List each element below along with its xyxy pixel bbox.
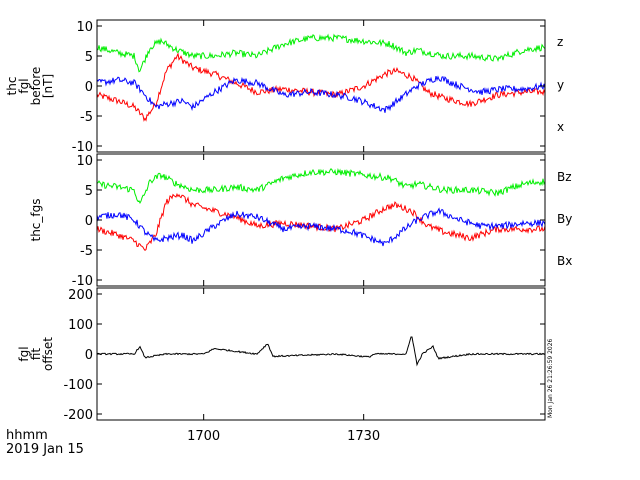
panel-thc-fgs: -10 -5 0 5 10 thc_fgs Bz By Bx xyxy=(29,153,572,289)
series-line-bz xyxy=(96,192,546,251)
y-axis-label-line: thc xyxy=(5,77,19,96)
y-tick-label: -5 xyxy=(80,244,93,259)
y-tick-label: 0 xyxy=(85,80,93,95)
y-axis-label-line: offset xyxy=(41,337,55,371)
y-tick-label: 5 xyxy=(85,50,93,65)
y-tick-label: 10 xyxy=(76,154,93,169)
x-tick-label: 1730 xyxy=(347,429,380,444)
legend-y: y xyxy=(557,78,564,92)
y-tick-label: 5 xyxy=(85,184,93,199)
y-axis-label-line: fit xyxy=(29,348,43,361)
series-line-offset xyxy=(96,336,546,367)
legend-by: By xyxy=(557,212,572,226)
series-line-z xyxy=(96,52,546,122)
plot-frame xyxy=(96,153,546,287)
y-axis-label-line: before xyxy=(29,67,43,106)
y-tick-label: -10 xyxy=(72,140,93,155)
series-line-bx xyxy=(96,207,546,247)
series-line-by xyxy=(96,167,546,204)
legend-bz: Bz xyxy=(557,170,572,184)
y-tick-label: -200 xyxy=(63,408,93,423)
y-axis-label-line: thc_fgs xyxy=(29,198,43,241)
y-axis-label-line: [nT] xyxy=(41,74,55,98)
legend-z: z xyxy=(557,35,563,49)
y-tick-label: -10 xyxy=(72,274,93,289)
y-tick-label: 100 xyxy=(68,318,93,333)
y-axis-label-line: fgl xyxy=(17,78,31,93)
y-tick-label: -100 xyxy=(63,378,93,393)
x-axis-date-label: 2019 Jan 15 xyxy=(6,442,84,457)
y-tick-label: 0 xyxy=(85,348,93,363)
series-line-y xyxy=(96,33,546,73)
panel-fgl-before: -10 -5 0 5 10 thc fgl before [nT] z y x xyxy=(5,19,564,155)
y-tick-label: 10 xyxy=(76,20,93,35)
x-axis: 1700 1730 xyxy=(187,429,380,444)
y-tick-label: -5 xyxy=(80,110,93,125)
x-axis-row-label: hhmm xyxy=(6,428,48,443)
y-tick-label: 200 xyxy=(68,288,93,303)
y-tick-label: 0 xyxy=(85,214,93,229)
panel-fgl-fit-offset: -200 -100 0 100 200 fgl fit offset xyxy=(17,287,546,423)
timestamp: Mon Jan 26 21:26:59 2026 xyxy=(547,338,554,418)
legend-x: x xyxy=(557,120,564,134)
y-axis-label-line: fgl xyxy=(17,346,31,361)
series-line-x xyxy=(96,75,546,113)
x-tick-label: 1700 xyxy=(187,429,220,444)
legend-bx: Bx xyxy=(557,254,572,268)
